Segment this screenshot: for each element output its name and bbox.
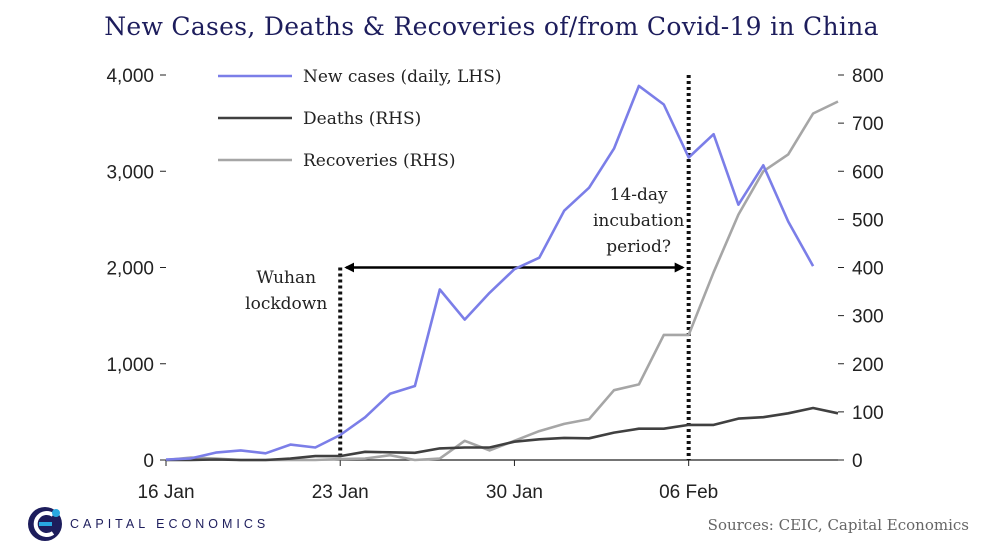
y-right-tick-label: 500 (852, 210, 884, 231)
y-right-tick-label: 0 (852, 451, 863, 472)
incubation-label: incubation (593, 211, 684, 231)
legend-label: Recoveries (RHS) (303, 151, 456, 171)
y-right-tick-label: 800 (852, 66, 884, 87)
x-tick-label: 16 Jan (137, 482, 194, 503)
lockdown-label: Wuhan (256, 268, 316, 288)
y-right-tick-label: 700 (852, 114, 884, 135)
y-right-tick-label: 300 (852, 307, 884, 328)
legend-label: Deaths (RHS) (303, 109, 421, 129)
y-right-tick-label: 200 (852, 355, 884, 376)
legend-label: New cases (daily, LHS) (303, 67, 502, 87)
y-right-tick-label: 400 (852, 259, 884, 280)
y-left-tick-label: 0 (143, 451, 154, 472)
axes: 0 1,000 2,000 3,000 4,000 0 100 200 300 400 500 600… (106, 66, 883, 503)
y-right-tick-label: 600 (852, 162, 884, 183)
logo-text: CAPITAL ECONOMICS (70, 517, 270, 531)
annotations: Wuhan lockdown 14-day incubation period? (245, 75, 691, 460)
x-tick-label: 23 Jan (312, 482, 369, 503)
y-left-tick-label: 1,000 (106, 355, 154, 376)
legend: New cases (daily, LHS) Deaths (RHS) Recove… (218, 67, 502, 171)
y-left-tick-label: 2,000 (106, 259, 154, 280)
incubation-label: 14-day (610, 185, 668, 205)
series-line-1 (166, 406, 839, 462)
incubation-label: period? (606, 237, 671, 257)
chart-title: New Cases, Deaths & Recoveries of/from C… (104, 12, 879, 41)
capital-economics-logo-icon (28, 507, 62, 541)
series-line-0 (165, 84, 815, 461)
lockdown-label: lockdown (245, 294, 327, 314)
x-tick-label: 30 Jan (486, 482, 543, 503)
y-left-tick-label: 4,000 (106, 66, 154, 87)
x-tick-label: 06 Feb (659, 482, 718, 503)
source-note: Sources: CEIC, Capital Economics (707, 516, 969, 534)
y-right-tick-label: 100 (852, 403, 884, 424)
y-left-tick-label: 3,000 (106, 162, 154, 183)
series-group (165, 84, 839, 462)
logo: CAPITAL ECONOMICS (26, 503, 269, 545)
